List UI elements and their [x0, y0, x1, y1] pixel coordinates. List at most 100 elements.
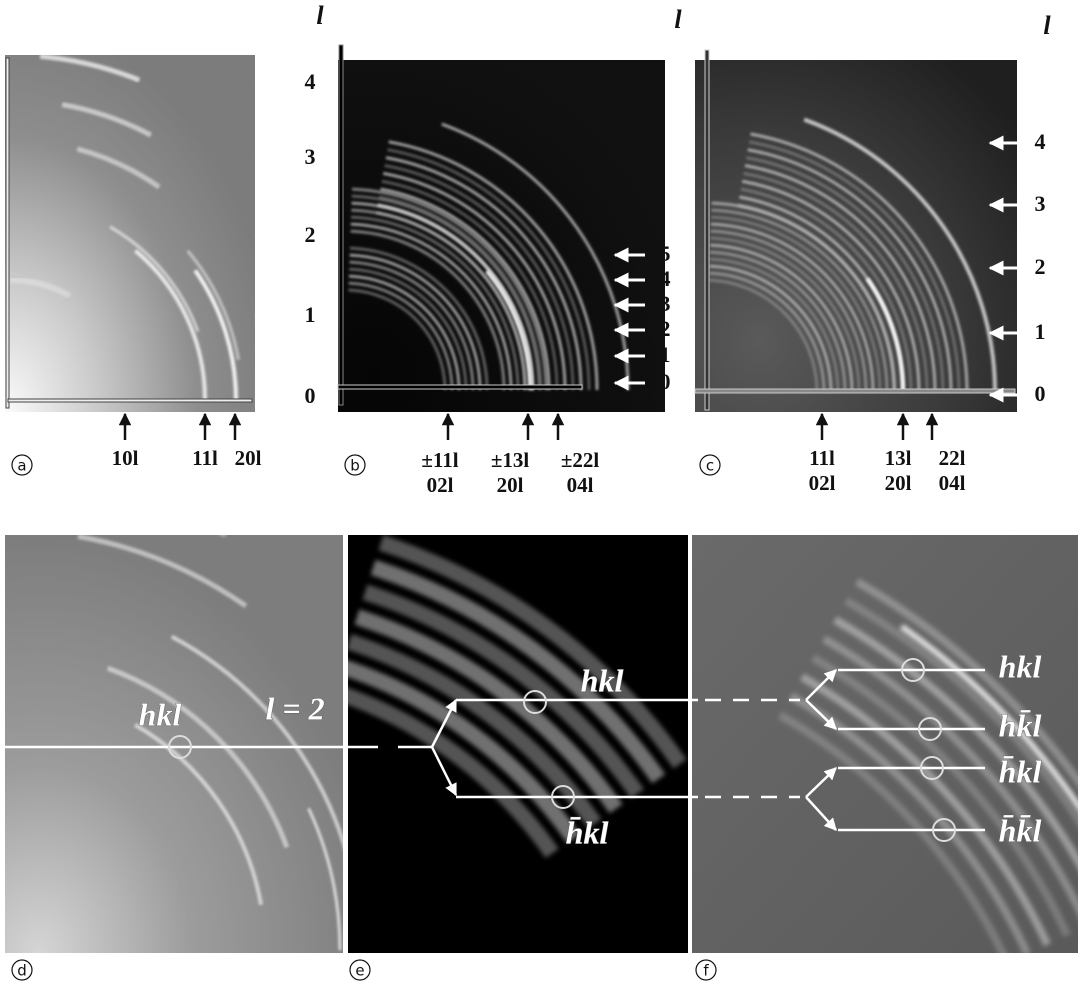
ring: [708, 278, 819, 393]
ring: [710, 236, 861, 393]
annotation: hkl: [581, 662, 624, 698]
ring: [744, 164, 937, 393]
layer-label: 4: [1035, 129, 1046, 154]
ring: [9, 277, 72, 299]
horizontal-axis: [337, 384, 583, 390]
ring: [384, 163, 575, 391]
reflection-circle: [901, 658, 925, 682]
axis-label: l: [316, 1, 324, 30]
axis-lines: [5, 44, 1016, 953]
reflection-label: ±22l: [561, 448, 600, 472]
ring: [821, 635, 1078, 917]
horizontal-axis: [7, 398, 253, 403]
ring: [76, 146, 161, 190]
ring: [348, 633, 602, 829]
panel-letter: e: [355, 962, 364, 980]
ring: [777, 711, 1007, 953]
ring: [193, 269, 238, 401]
axis-label: l: [1043, 11, 1051, 40]
ring: [349, 267, 468, 391]
reflection-label: 13l: [885, 446, 912, 470]
ring: [378, 535, 687, 769]
ring: [746, 156, 945, 393]
layer-label: 2: [305, 222, 316, 247]
ring: [61, 102, 153, 138]
reflection-circle: [920, 756, 944, 780]
layer-label: 0: [1035, 381, 1046, 406]
layer-label: 4: [305, 69, 316, 94]
layer-label: 5: [660, 241, 671, 266]
ring: [709, 264, 833, 393]
reflection-label: 10l: [112, 446, 139, 470]
annotation: l = 2: [265, 690, 324, 726]
ring: [375, 211, 527, 391]
reflection-label: 02l: [809, 471, 836, 495]
layer-label: 1: [660, 342, 671, 367]
pattern-d: [5, 535, 345, 953]
layer-label: 3: [305, 144, 316, 169]
ring: [865, 277, 905, 393]
annotation-lines: [5, 658, 985, 842]
ring: [106, 665, 290, 849]
ring: [737, 203, 897, 393]
layer-label: 2: [660, 316, 671, 341]
ring: [441, 122, 630, 391]
ring: [799, 673, 1052, 947]
ring: [109, 225, 200, 333]
layer-label: 1: [305, 302, 316, 327]
ring: [348, 288, 447, 391]
ring: [899, 624, 1078, 811]
panel-badge: [349, 959, 371, 981]
reflection-circle: [168, 735, 192, 759]
ring: [803, 117, 997, 393]
ring: [381, 179, 559, 391]
annotation: h̄kl: [566, 814, 609, 850]
ring: [748, 140, 961, 393]
layer-label: 0: [305, 383, 316, 408]
split-arrow: [430, 746, 458, 797]
ring: [349, 253, 482, 391]
ring: [741, 179, 921, 393]
layer-label: 2: [1035, 254, 1046, 279]
ring: [388, 140, 599, 391]
reflection-circle: [551, 785, 575, 809]
ring: [810, 654, 1071, 938]
split-arrow: [430, 698, 458, 748]
ring: [385, 156, 583, 391]
ring: [349, 260, 475, 391]
ring: [485, 269, 532, 391]
panel-letter: b: [350, 457, 360, 475]
reflection-label: 20l: [885, 471, 912, 495]
ring: [349, 246, 489, 391]
ring: [711, 208, 889, 393]
ring: [77, 535, 248, 609]
ring: [709, 250, 847, 393]
ring: [740, 187, 913, 393]
ring: [843, 597, 1078, 827]
ring: [348, 687, 559, 858]
panel-letter: c: [706, 457, 714, 475]
ring: [186, 249, 240, 360]
layer-label: 0: [660, 369, 671, 394]
reflection-label: 11l: [809, 446, 835, 470]
ring: [710, 243, 854, 393]
split-arrow: [805, 767, 837, 798]
split-arrow: [805, 796, 837, 831]
ring: [709, 257, 840, 393]
layer-label: 3: [660, 291, 671, 316]
panel-letter: d: [17, 962, 27, 980]
reflection-label: 02l: [427, 473, 454, 497]
panel-letter: f: [703, 962, 709, 980]
annotation: hkl: [999, 648, 1042, 684]
annotation: h̄k̄l: [999, 812, 1042, 848]
ring: [133, 723, 264, 906]
panel-letter: a: [17, 457, 26, 475]
ring: [348, 281, 454, 391]
ring: [354, 609, 623, 814]
ring: [832, 616, 1078, 870]
split-arrow: [805, 699, 837, 730]
ring: [351, 187, 548, 391]
ring: [710, 229, 868, 393]
reflection-label: 11l: [192, 446, 218, 470]
